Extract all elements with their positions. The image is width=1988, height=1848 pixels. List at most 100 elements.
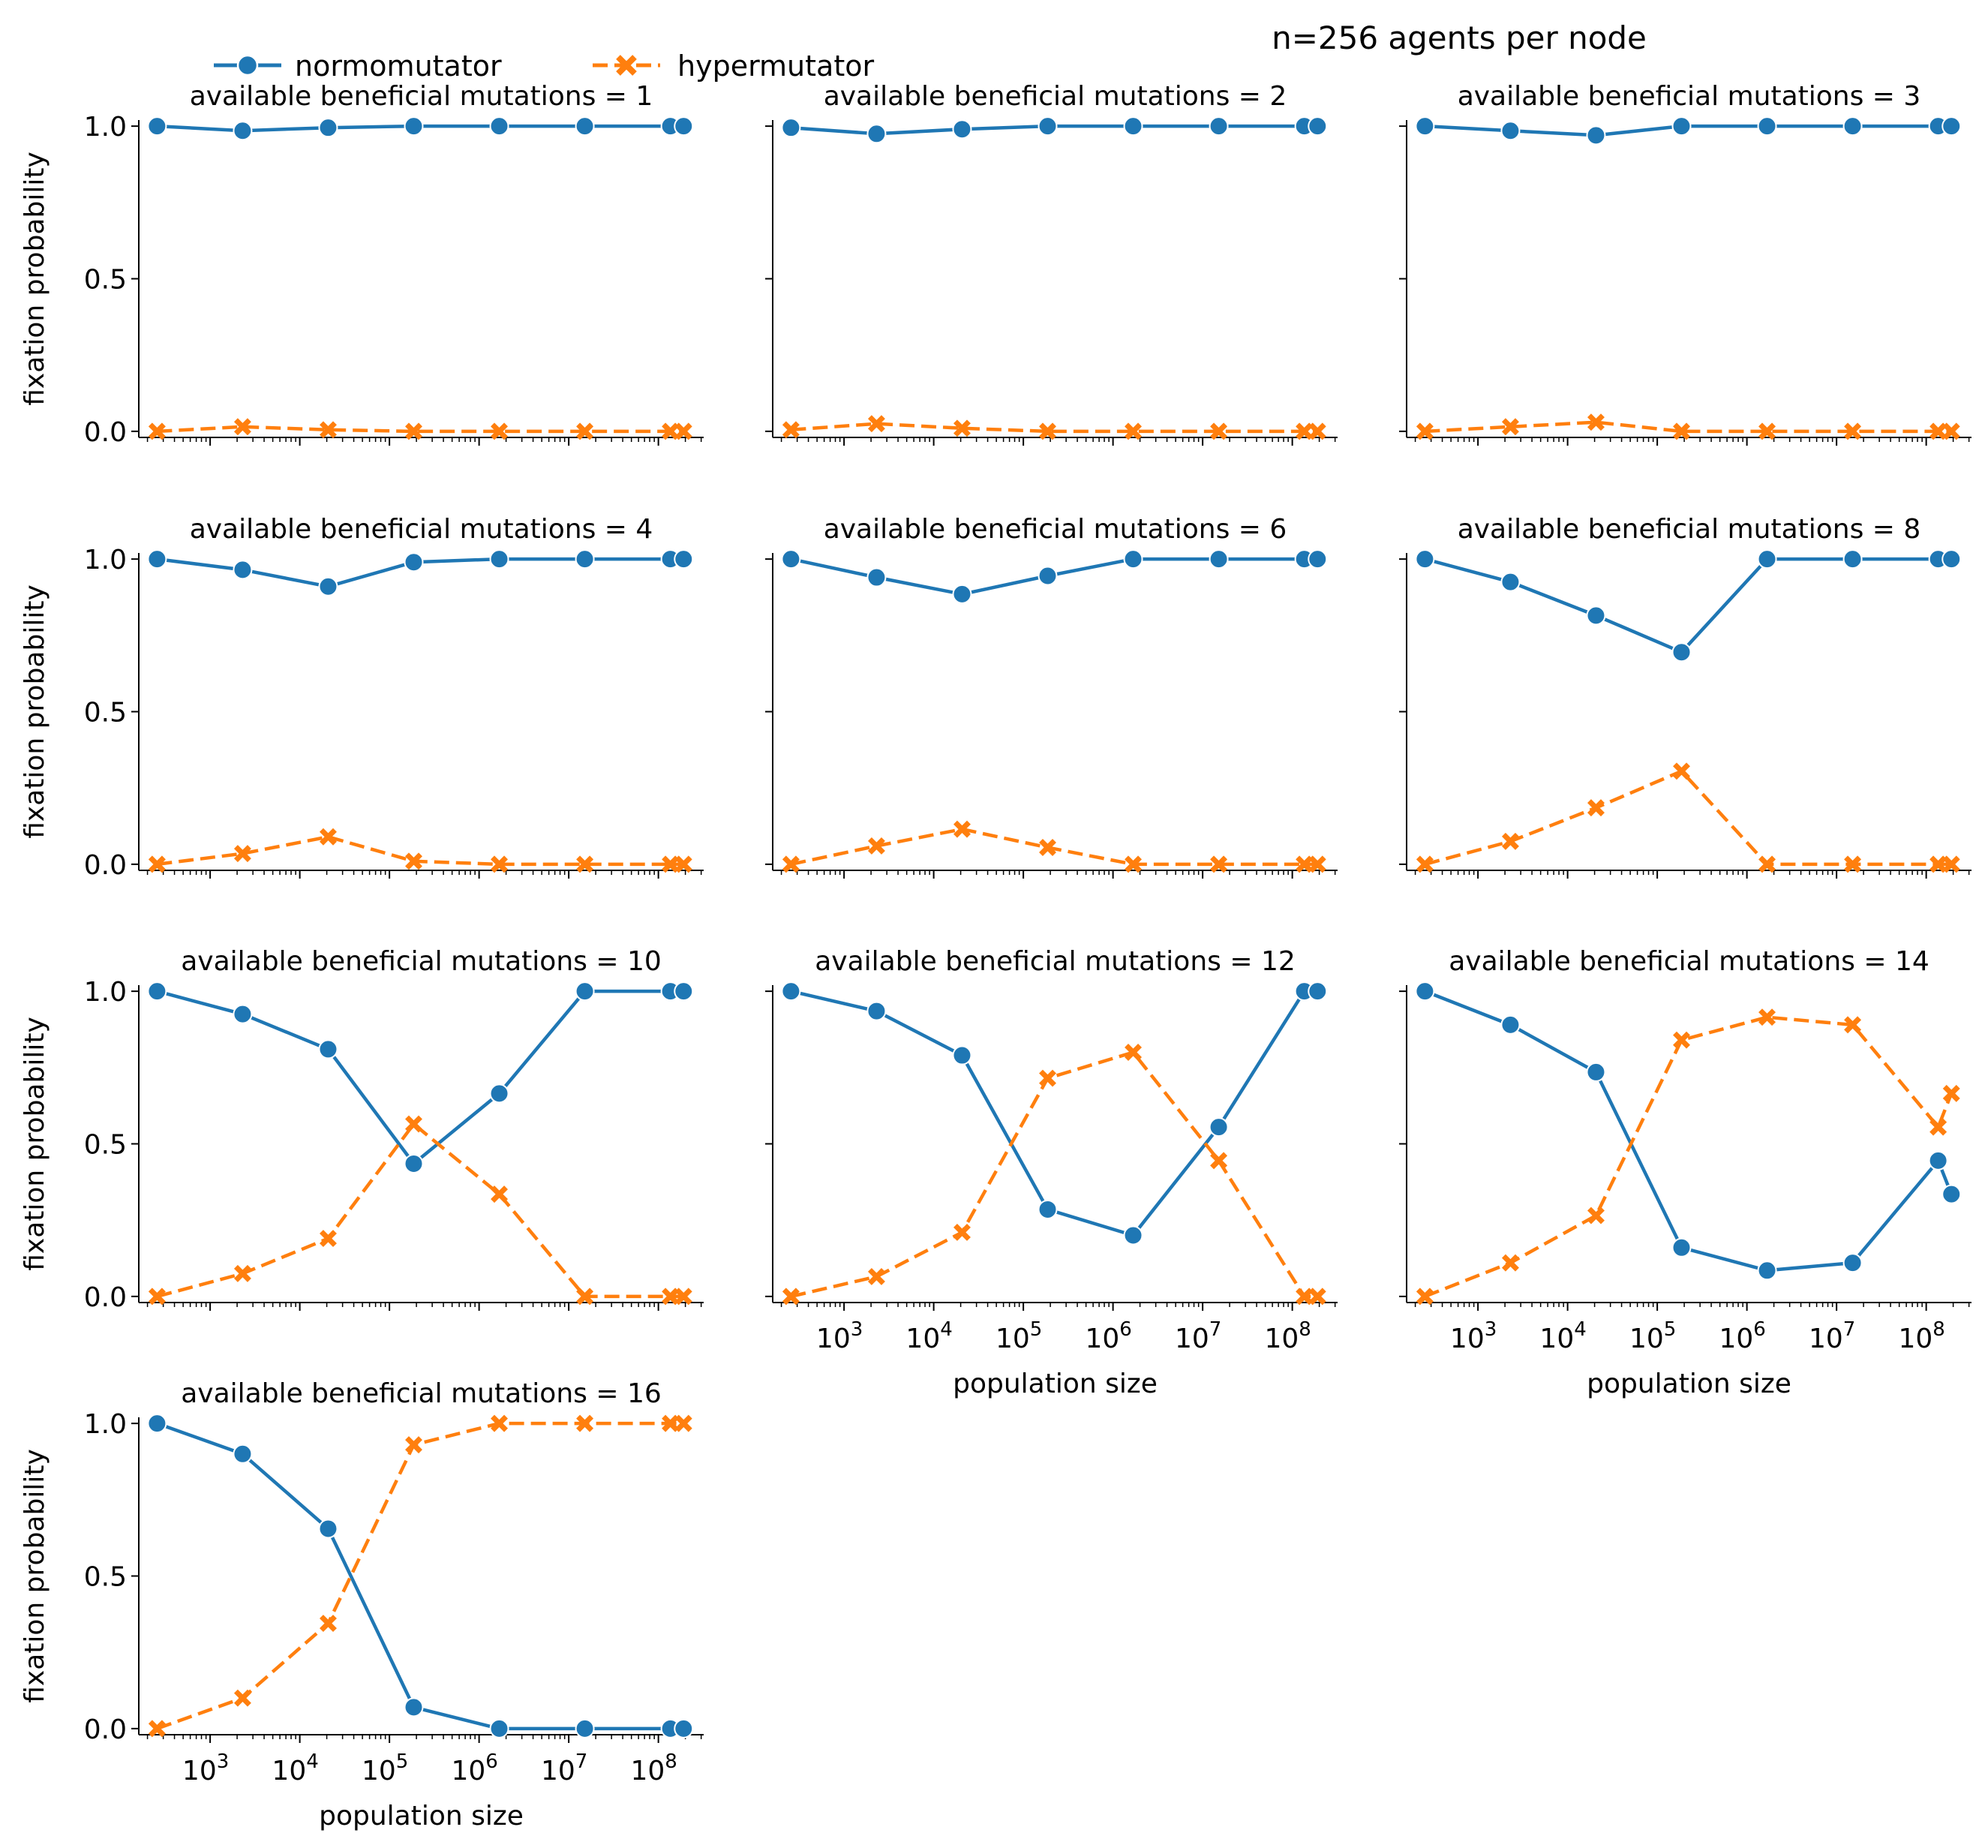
- normomutator-point: [233, 1004, 253, 1024]
- hypermutator-point: [1587, 413, 1605, 431]
- x-stroke: [1296, 422, 1314, 440]
- normomutator-line: [1425, 124, 1952, 137]
- normomutator-point: [866, 1001, 887, 1021]
- x-stroke: [1673, 762, 1690, 780]
- normomutator-line: [157, 557, 684, 588]
- x-stroke: [1929, 1118, 1947, 1136]
- panel-5: available beneficial mutations = 6: [765, 514, 1338, 879]
- x-stroke: [148, 422, 166, 440]
- x-tick-exponent: 7: [1843, 1318, 1856, 1341]
- normomutator-point: [674, 1718, 694, 1738]
- normomutator-point: [147, 1414, 167, 1434]
- panels: available beneficial mutations = 1 0.0 0.5…: [20, 81, 1971, 1831]
- x-stroke: [148, 855, 166, 873]
- hypermutator-point: [1587, 1206, 1605, 1224]
- normomutator-point: [233, 1444, 253, 1464]
- normomutator-point: [489, 116, 509, 137]
- x-stroke: [1942, 1084, 1960, 1102]
- hypermutator-point: [1501, 418, 1519, 436]
- x-tick-exponent: 5: [1030, 1318, 1043, 1341]
- hypermutator-point: [1587, 799, 1605, 817]
- normomutator-point: [404, 552, 424, 572]
- x-stroke: [1942, 422, 1960, 440]
- x-tick-label: 105: [996, 1318, 1042, 1354]
- hypermutator-line: [790, 827, 1318, 867]
- x-stroke: [1929, 855, 1947, 873]
- x-stroke: [1673, 422, 1690, 440]
- y-tick-label: 0.5: [84, 1562, 127, 1593]
- hypermutator-point: [782, 855, 800, 873]
- normomutator-point: [1842, 116, 1863, 137]
- normomutator-point: [781, 981, 801, 1002]
- normomutator-point: [1842, 1253, 1863, 1273]
- hypermutator-point: [491, 422, 509, 440]
- normomutator-point: [952, 119, 972, 140]
- normomutator-point: [489, 549, 509, 569]
- normomutator-point: [1308, 981, 1328, 1002]
- hypermutator-point: [233, 418, 251, 436]
- normomutator-point: [1757, 1261, 1777, 1281]
- x-stroke: [953, 1223, 971, 1241]
- normomutator-point: [952, 1045, 972, 1065]
- hypermutator-point: [662, 855, 680, 873]
- normomutator-point: [318, 118, 338, 138]
- normomutator-point: [1209, 549, 1229, 569]
- normomutator-point: [1038, 116, 1058, 137]
- panel-4: available beneficial mutations = 4 0.0 0.5…: [20, 514, 704, 881]
- x-stroke: [233, 1689, 251, 1707]
- hypermutator-point: [1844, 1016, 1862, 1034]
- x-tick-exponent: 5: [1664, 1318, 1677, 1341]
- hypermutator-point: [319, 1615, 337, 1633]
- normomutator-point: [147, 549, 167, 569]
- x-stroke: [782, 421, 800, 439]
- panel-10: available beneficial mutations = 16 0.0 0.…: [20, 1378, 704, 1831]
- hypermutator-point: [319, 421, 337, 439]
- normomutator-line: [790, 989, 1318, 1237]
- hypermutator-point: [576, 1414, 594, 1432]
- panel-title: available beneficial mutations = 4: [190, 514, 653, 545]
- normomutator-line: [1424, 557, 1952, 654]
- x-stroke: [1942, 855, 1960, 873]
- normomutator-point: [147, 116, 167, 137]
- x-tick-exponent: 4: [1574, 1318, 1587, 1341]
- y-tick-label: 0.0: [84, 1714, 127, 1745]
- normomutator-point: [674, 116, 694, 137]
- x-stroke: [405, 1436, 422, 1454]
- hypermutator-point: [233, 1264, 251, 1282]
- x-axis-label: population size: [953, 1369, 1158, 1399]
- normomutator-point: [1586, 125, 1606, 146]
- normomutator-point: [1500, 1014, 1521, 1035]
- hypermutator-point: [782, 421, 800, 439]
- figure-suptitle: n=256 agents per node: [1272, 20, 1647, 56]
- panel-8: available beneficial mutations = 12 103 10…: [765, 946, 1338, 1399]
- normomutator-point: [1500, 572, 1521, 592]
- normomutator-point: [404, 116, 424, 137]
- hypermutator-point: [491, 855, 509, 873]
- x-tick-label: 104: [905, 1318, 952, 1354]
- hypermutator-point: [867, 837, 885, 855]
- hypermutator-point: [1844, 422, 1862, 440]
- normomutator-point: [318, 576, 338, 596]
- panel-title: available beneficial mutations = 8: [1458, 514, 1921, 545]
- hypermutator-point: [1125, 1044, 1143, 1061]
- x-stroke: [1210, 422, 1228, 440]
- x-stroke: [148, 1720, 166, 1738]
- hypermutator-point: [1673, 1031, 1690, 1049]
- panel-title: available beneficial mutations = 2: [824, 81, 1287, 112]
- x-stroke: [867, 415, 885, 433]
- x-stroke: [867, 1267, 885, 1285]
- hypermutator-point: [1125, 855, 1143, 873]
- hypermutator-point: [1942, 1084, 1960, 1102]
- panel-9: available beneficial mutations = 14 103 10…: [1399, 946, 1971, 1399]
- panel-7: available beneficial mutations = 10 0.0 0.…: [20, 946, 704, 1313]
- hypermutator-point: [405, 422, 422, 440]
- hypermutator-point: [953, 820, 971, 838]
- x-stroke: [662, 855, 680, 873]
- y-tick-label: 0.0: [84, 417, 127, 448]
- normomutator-point: [1415, 116, 1435, 137]
- normomutator-point: [233, 121, 253, 141]
- legend-normomutator-marker: [236, 54, 259, 77]
- x-stroke: [1039, 1069, 1056, 1087]
- x-tick-label: 107: [1175, 1318, 1221, 1354]
- x-tick-exponent: 6: [485, 1750, 498, 1773]
